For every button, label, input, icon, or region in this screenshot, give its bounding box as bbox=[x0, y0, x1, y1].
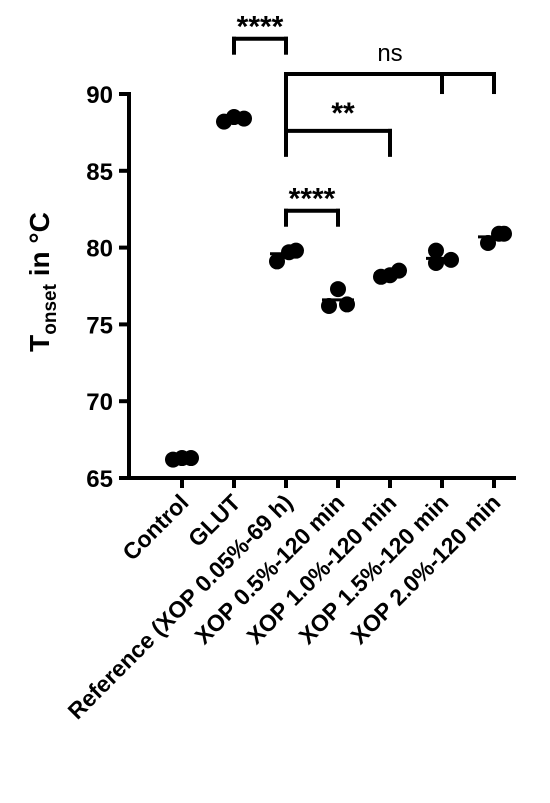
data-point bbox=[288, 242, 304, 259]
y-tick-label: 85 bbox=[86, 159, 113, 186]
significance-label: ** bbox=[331, 97, 355, 130]
data-point bbox=[391, 262, 407, 279]
y-axis-label: Tonset in °C bbox=[24, 212, 61, 352]
data-points bbox=[165, 109, 512, 468]
y-axis-label-subscript: onset bbox=[40, 283, 61, 334]
y-tick-label: 90 bbox=[86, 82, 113, 109]
data-point bbox=[269, 253, 285, 270]
x-tick-label: Control bbox=[117, 489, 193, 565]
data-point bbox=[428, 242, 444, 259]
y-tick-label: 80 bbox=[86, 236, 113, 263]
y-tick-label: 65 bbox=[86, 466, 113, 493]
data-point bbox=[330, 281, 346, 298]
data-point bbox=[443, 251, 459, 268]
significance-label: **** bbox=[289, 183, 336, 216]
significance-annotations: ****ns****** bbox=[232, 11, 496, 227]
y-axis-label-main: T bbox=[24, 335, 55, 352]
y-tick-label: 75 bbox=[86, 312, 113, 339]
significance-label: **** bbox=[237, 11, 284, 44]
significance-label: ns bbox=[377, 40, 402, 67]
x-axis bbox=[127, 476, 516, 488]
x-tick-label: Reference (XOP 0.05%-69 h) bbox=[62, 489, 297, 724]
y-axis: 65 70 75 80 85 90 bbox=[86, 82, 131, 493]
y-tick-label: 70 bbox=[86, 389, 113, 416]
y-axis-label-suffix: in °C bbox=[24, 212, 55, 284]
data-point bbox=[321, 297, 337, 314]
data-point bbox=[480, 234, 496, 251]
mean-lines bbox=[166, 117, 510, 460]
data-point bbox=[496, 225, 512, 242]
